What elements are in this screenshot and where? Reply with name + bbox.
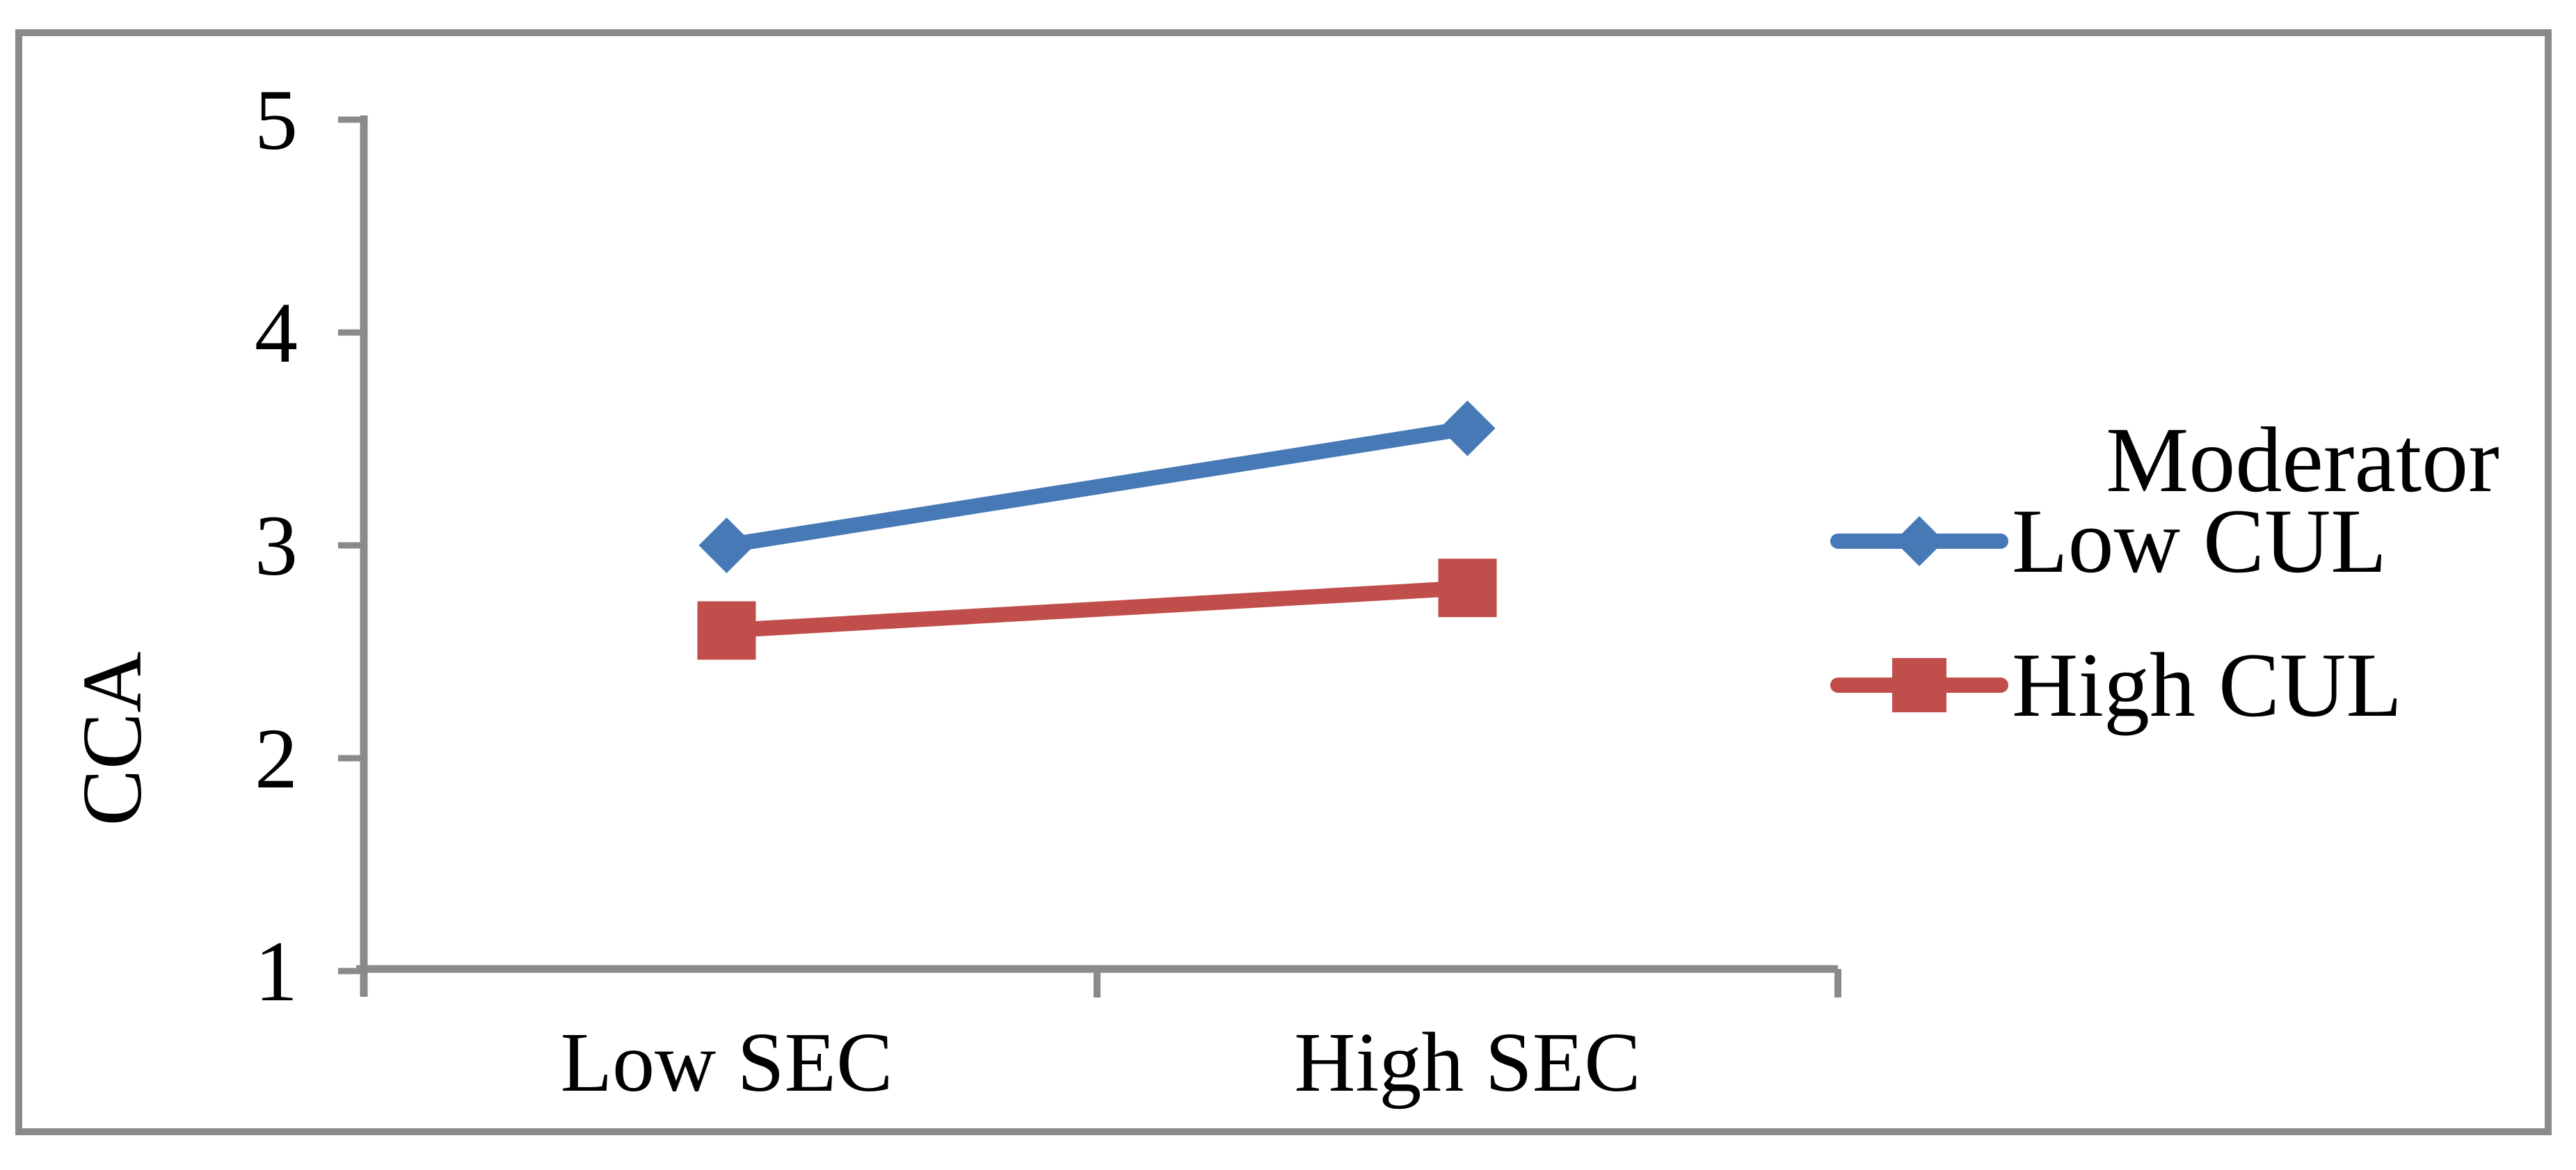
legend-item-label: Low CUL (2012, 490, 2387, 592)
legend-item-high-cul: High CUL (1830, 634, 2402, 736)
series-layer (697, 400, 1497, 660)
y-tick-label: 1 (255, 924, 298, 1019)
legend-marker-low-cul (1894, 516, 1944, 566)
y-tick-label: 4 (255, 285, 298, 380)
legend: Moderator Low CUL High CUL (1830, 408, 2499, 736)
y-tick-label: 3 (255, 498, 298, 593)
ticks-layer (338, 116, 1841, 997)
legend-marker-high-cul (1892, 658, 1946, 712)
series-marker-high-cul-high-sec (1438, 559, 1497, 618)
legend-items: Low CUL High CUL (1830, 490, 2402, 736)
series-line-low-cul (719, 420, 1475, 553)
y-tick-label: 5 (255, 72, 298, 168)
series-marker-low-cul-high-sec (1439, 400, 1496, 456)
legend-item-low-cul: Low CUL (1830, 490, 2387, 592)
figure-border (15, 29, 2552, 1135)
y-tick-label: 2 (255, 711, 298, 806)
legend-item-label: High CUL (2012, 634, 2402, 736)
series-line-high-cul (719, 580, 1475, 639)
legend-title: Moderator (2106, 408, 2499, 511)
y-axis-title: CCA (65, 652, 159, 826)
x-category-label: Low SEC (561, 1016, 893, 1109)
x-category-label: High SEC (1294, 1016, 1640, 1109)
series-marker-high-cul-low-sec (697, 601, 756, 660)
labels-layer: 1 2 3 4 5 Low SEC High SEC (255, 72, 1641, 1109)
series-marker-low-cul-low-sec (698, 518, 755, 573)
